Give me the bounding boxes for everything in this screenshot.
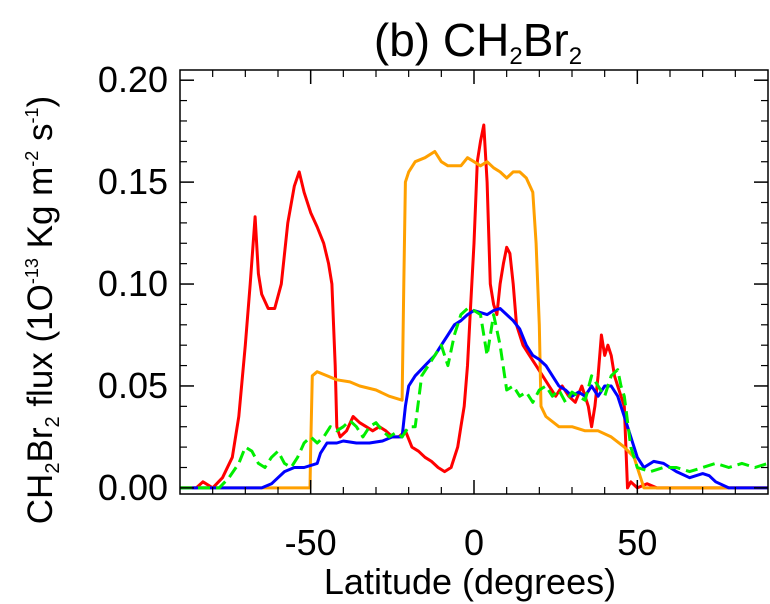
x-tick-label: 0 [464,522,484,563]
y-axis-label: CH2Br2 flux (1O-13 Kg m-2 s-1) [21,96,64,524]
series-line-1 [180,123,768,490]
series-line-3 [180,307,768,490]
y-tick-label: 0.05 [98,365,168,406]
series-layer [180,123,769,490]
plot-frame [179,69,769,495]
series-line-2 [180,150,768,490]
x-axis-label: Latitude (degrees) [324,561,616,602]
y-tick-label: 0.00 [98,467,168,508]
x-tick-label: 50 [617,522,657,563]
y-tick-label: 0.20 [98,59,168,100]
ticks-layer: -50 0 50 0.00 0.05 0.10 0.15 0.20 [98,59,768,563]
y-tick-label: 0.15 [98,161,168,202]
chart-title: (b) CH2Br2 [374,14,582,70]
x-tick-label: -50 [285,522,337,563]
series-line-4 [180,307,769,490]
y-tick-label: 0.10 [98,263,168,304]
